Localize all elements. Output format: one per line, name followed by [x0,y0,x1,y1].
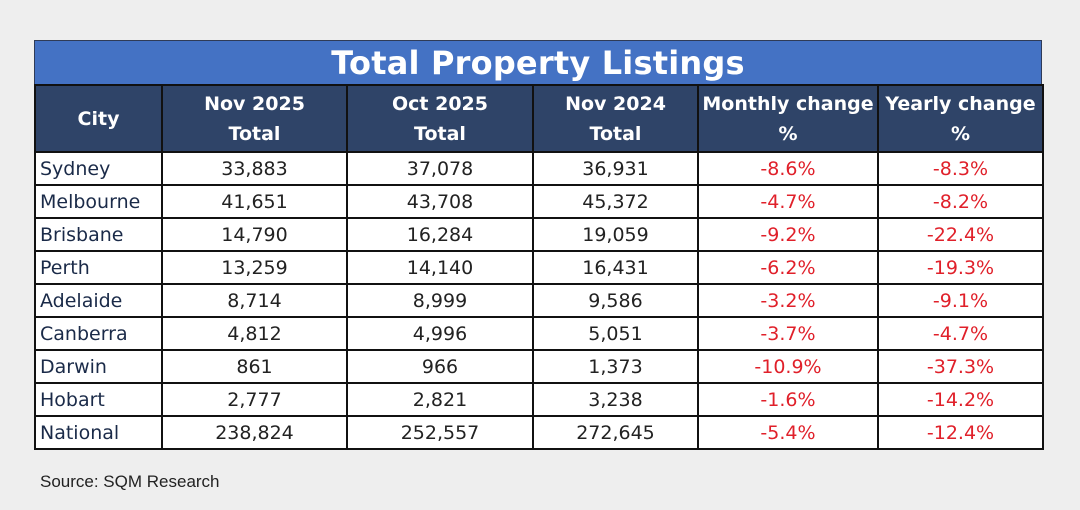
cell-monthly-change: -10.9% [697,349,879,384]
cell-monthly-change: -8.6% [697,151,879,186]
header-yearly-line1: Yearly change [885,92,1036,115]
cell-yearly-change: -8.2% [877,184,1044,219]
cell-monthly-change: -1.6% [697,382,879,417]
cell-city: National [34,415,163,450]
cell-yearly-change: -4.7% [877,316,1044,351]
header-oct2025: Oct 2025 Total [346,84,534,153]
cell-nov2025: 4,812 [161,316,348,351]
cell-yearly-change: -12.4% [877,415,1044,450]
cell-nov2025: 33,883 [161,151,348,186]
cell-nov2025: 41,651 [161,184,348,219]
cell-city: Sydney [34,151,163,186]
table-body: Sydney 33,883 37,078 36,931 -8.6% -8.3% … [34,151,1044,450]
cell-monthly-change: -6.2% [697,250,879,285]
cell-oct2025: 14,140 [346,250,534,285]
table-row: National 238,824 252,557 272,645 -5.4% -… [34,415,1044,450]
header-oct2025-line1: Oct 2025 [392,92,488,115]
cell-city: Melbourne [34,184,163,219]
cell-yearly-change: -9.1% [877,283,1044,318]
listings-table-container: Total Property Listings City Nov 2025 To… [34,40,1044,450]
header-row: City Nov 2025 Total Oct 2025 Total Nov 2… [34,84,1044,153]
table-title: Total Property Listings [34,40,1042,84]
cell-city: Adelaide [34,283,163,318]
cell-yearly-change: -8.3% [877,151,1044,186]
cell-nov2025: 238,824 [161,415,348,450]
cell-nov2024: 45,372 [532,184,699,219]
cell-city: Canberra [34,316,163,351]
cell-nov2024: 19,059 [532,217,699,252]
cell-city: Darwin [34,349,163,384]
cell-nov2024: 1,373 [532,349,699,384]
header-nov2025-line2: Total [228,122,281,145]
header-nov2024: Nov 2024 Total [532,84,699,153]
header-monthly-change: Monthly change % [697,84,879,153]
header-nov2024-line2: Total [589,122,642,145]
cell-oct2025: 966 [346,349,534,384]
header-monthly-line2: % [778,122,798,145]
header-city: City [34,84,163,153]
cell-yearly-change: -22.4% [877,217,1044,252]
table-row: Darwin 861 966 1,373 -10.9% -37.3% [34,349,1044,384]
header-monthly-line1: Monthly change [702,92,874,115]
header-nov2024-line1: Nov 2024 [565,92,666,115]
table-row: Perth 13,259 14,140 16,431 -6.2% -19.3% [34,250,1044,285]
header-yearly-line2: % [950,122,971,145]
table-row: Brisbane 14,790 16,284 19,059 -9.2% -22.… [34,217,1044,252]
header-yearly-change: Yearly change % [877,84,1044,153]
cell-city: Perth [34,250,163,285]
cell-oct2025: 8,999 [346,283,534,318]
table-header: City Nov 2025 Total Oct 2025 Total Nov 2… [34,84,1044,153]
cell-city: Hobart [34,382,163,417]
cell-nov2024: 272,645 [532,415,699,450]
cell-oct2025: 16,284 [346,217,534,252]
cell-oct2025: 252,557 [346,415,534,450]
listings-table: City Nov 2025 Total Oct 2025 Total Nov 2… [34,84,1044,450]
cell-monthly-change: -3.7% [697,316,879,351]
cell-nov2024: 9,586 [532,283,699,318]
cell-yearly-change: -37.3% [877,349,1044,384]
cell-nov2025: 2,777 [161,382,348,417]
cell-nov2024: 3,238 [532,382,699,417]
header-nov2025-line1: Nov 2025 [204,92,305,115]
cell-nov2025: 14,790 [161,217,348,252]
cell-monthly-change: -4.7% [697,184,879,219]
cell-oct2025: 4,996 [346,316,534,351]
cell-nov2024: 5,051 [532,316,699,351]
cell-monthly-change: -9.2% [697,217,879,252]
cell-nov2024: 36,931 [532,151,699,186]
header-city-label: City [77,107,120,130]
table-row: Canberra 4,812 4,996 5,051 -3.7% -4.7% [34,316,1044,351]
cell-oct2025: 37,078 [346,151,534,186]
cell-nov2025: 8,714 [161,283,348,318]
cell-monthly-change: -5.4% [697,415,879,450]
table-row: Sydney 33,883 37,078 36,931 -8.6% -8.3% [34,151,1044,186]
cell-yearly-change: -19.3% [877,250,1044,285]
table-row: Hobart 2,777 2,821 3,238 -1.6% -14.2% [34,382,1044,417]
table-row: Adelaide 8,714 8,999 9,586 -3.2% -9.1% [34,283,1044,318]
header-nov2025: Nov 2025 Total [161,84,348,153]
table-row: Melbourne 41,651 43,708 45,372 -4.7% -8.… [34,184,1044,219]
source-note: Source: SQM Research [40,472,220,491]
header-oct2025-line2: Total [414,122,466,145]
cell-monthly-change: -3.2% [697,283,879,318]
cell-nov2024: 16,431 [532,250,699,285]
cell-city: Brisbane [34,217,163,252]
cell-nov2025: 13,259 [161,250,348,285]
cell-nov2025: 861 [161,349,348,384]
cell-yearly-change: -14.2% [877,382,1044,417]
cell-oct2025: 43,708 [346,184,534,219]
cell-oct2025: 2,821 [346,382,534,417]
